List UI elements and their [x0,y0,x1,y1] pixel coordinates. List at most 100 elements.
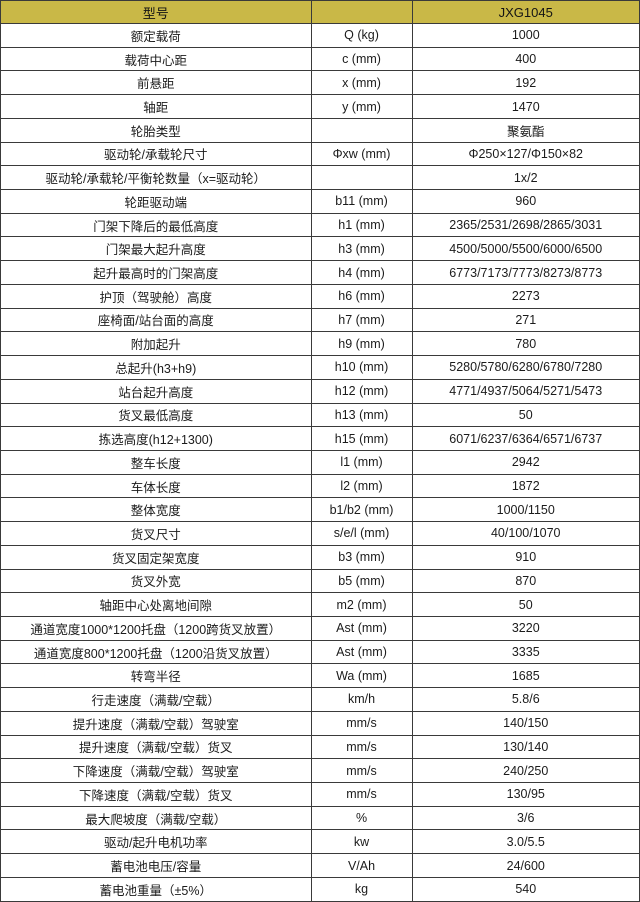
table-row: 通道宽度1000*1200托盘（1200跨货叉放置） Ast (mm) 3220 [0,615,640,641]
param-name-cell: 蓄电池电压/容量 [0,853,312,878]
param-name-cell: 整车长度 [0,449,312,475]
value-cell: 3220 [411,615,640,641]
symbol-cell [310,117,413,143]
value-cell: 960 [411,189,640,214]
value-cell: 240/250 [411,758,640,783]
table-row: 行走速度（满载/空载） km/h 5.8/6 [0,687,640,712]
symbol-cell: c (mm) [310,46,413,72]
table-row: 起升最高时的门架高度 h4 (mm) 6773/7173/7773/8273/877… [0,260,640,285]
param-name-cell: 驱动轮/承载轮/平衡轮数量（x=驱动轮） [0,165,312,191]
param-name-cell: 车体长度 [0,473,312,499]
param-name-cell: 整体宽度 [0,497,312,523]
table-row: 车体长度 l2 (mm) 1872 [0,473,640,499]
table-row: 驱动轮/承载轮/平衡轮数量（x=驱动轮） 1x/2 [0,165,640,191]
param-name-cell: 轴距中心处离地间隙 [0,592,312,617]
value-cell: 1685 [411,663,640,689]
table-row: 驱动轮/承载轮尺寸 Φxw (mm) Φ250×127/Φ150×82 [0,141,640,167]
table-row: 整体宽度 b1/b2 (mm) 1000/1150 [0,497,640,523]
symbol-cell: h4 (mm) [310,260,413,285]
table-row: 货叉最低高度 h13 (mm) 50 [0,402,640,428]
table-row: 门架下降后的最低高度 h1 (mm) 2365/2531/2698/2865/303… [0,212,640,238]
value-cell: 870 [411,568,640,594]
value-cell: 130/140 [411,734,640,760]
table-row: 额定载荷 Q (kg) 1000 [0,23,640,48]
param-name-cell: 护顶（驾驶舱）高度 [0,283,312,309]
table-row: 最大爬坡度（满载/空载）% 3/6 [0,805,640,831]
symbol-cell: b11 (mm) [310,189,413,214]
symbol-cell: h12 (mm) [310,378,413,404]
table-row: 载荷中心距 c (mm) 400 [0,46,640,72]
value-cell: 271 [411,307,640,333]
param-name-cell: 座椅面/站台面的高度 [0,307,312,333]
value-cell: 192 [411,70,640,96]
symbol-cell: km/h [310,687,413,712]
table-row: 下降速度（满载/空载）货叉 mm/s 130/95 [0,782,640,807]
symbol-cell: mm/s [310,782,413,807]
symbol-cell: h9 (mm) [310,331,413,357]
value-cell: 1x/2 [411,165,640,191]
table-row: 轴距中心处离地间隙 m2 (mm) 50 [0,592,640,617]
value-cell: 130/95 [411,782,640,807]
value-cell: 40/100/1070 [411,521,640,546]
symbol-cell: h13 (mm) [310,402,413,428]
table-row: 货叉固定架宽度 b3 (mm) 910 [0,544,640,570]
table-row: 蓄电池重量（±5%） kg 540 [0,876,640,902]
symbol-cell: b5 (mm) [310,568,413,594]
symbol-cell: Q (kg) [310,23,413,48]
table-row: 提升速度（满载/空载）驾驶室 mm/s 140/150 [0,710,640,736]
header-model-value: JXG1045 [411,0,640,24]
value-cell: 6773/7173/7773/8273/8773 [411,260,640,285]
value-cell: 140/150 [411,710,640,736]
symbol-cell: mm/s [310,734,413,760]
value-cell: 2942 [411,449,640,475]
value-cell: 4771/4937/5064/5271/5473 [411,378,640,404]
symbol-cell: m2 (mm) [310,592,413,617]
value-cell: 1470 [411,94,640,119]
symbol-cell [310,165,413,191]
symbol-cell: s/e/l (mm) [310,521,413,546]
table-row: 蓄电池电压/容量 V/Ah 24/600 [0,853,640,878]
table-row: 下降速度（满载/空载）驾驶室 mm/s 240/250 [0,758,640,783]
symbol-cell: y (mm) [310,94,413,119]
table-row: 驱动/起升电机功率 kw 3.0/5.5 [0,829,640,855]
table-row: 转弯半径 Wa (mm) 1685 [0,663,640,689]
param-name-cell: 蓄电池重量（±5%） [0,876,312,902]
value-cell: 6071/6237/6364/6571/6737 [411,426,640,451]
param-name-cell: 货叉外宽 [0,568,312,594]
param-name-cell: 额定载荷 [0,23,312,48]
table-row: 拣选高度(h12+1300) h15 (mm) 6071/6237/6364/657… [0,426,640,451]
table-row: 总起升(h3+h9) h10 (mm) 5280/5780/6280/6780/72… [0,355,640,380]
symbol-cell: h10 (mm) [310,355,413,380]
param-name-cell: 下降速度（满载/空载）驾驶室 [0,758,312,783]
param-name-cell: 前悬距 [0,70,312,96]
symbol-cell: x (mm) [310,70,413,96]
value-cell: 3/6 [411,805,640,831]
value-cell: 4500/5000/5500/6000/6500 [411,236,640,262]
symbol-cell: b3 (mm) [310,544,413,570]
table-row: 货叉外宽 b5 (mm) 870 [0,568,640,594]
param-name-cell: 最大爬坡度（满载/空载） [0,805,312,831]
table-row: 轮胎类型 聚氨酯 [0,117,640,143]
value-cell: 3335 [411,639,640,665]
table-row: 座椅面/站台面的高度 h7 (mm) 271 [0,307,640,333]
value-cell: 5.8/6 [411,687,640,712]
symbol-cell: mm/s [310,758,413,783]
table-row: 站台起升高度 h12 (mm) 4771/4937/5064/5271/5473 [0,378,640,404]
table-header-row: 型号 JXG1045 [0,0,640,24]
value-cell: 2365/2531/2698/2865/3031 [411,212,640,238]
param-name-cell: 驱动/起升电机功率 [0,829,312,855]
symbol-cell: h1 (mm) [310,212,413,238]
value-cell: 3.0/5.5 [411,829,640,855]
symbol-cell: h6 (mm) [310,283,413,309]
param-name-cell: 通道宽度1000*1200托盘（1200跨货叉放置） [0,615,312,641]
value-cell: 50 [411,592,640,617]
param-name-cell: 转弯半径 [0,663,312,689]
param-name-cell: 门架下降后的最低高度 [0,212,312,238]
value-cell: 400 [411,46,640,72]
symbol-cell: Wa (mm) [310,663,413,689]
value-cell: 5280/5780/6280/6780/7280 [411,355,640,380]
symbol-cell: mm/s [310,710,413,736]
table-row: 门架最大起升高度 h3 (mm) 4500/5000/5500/6000/6500 [0,236,640,262]
value-cell: 1000/1150 [411,497,640,523]
symbol-cell: kw [310,829,413,855]
